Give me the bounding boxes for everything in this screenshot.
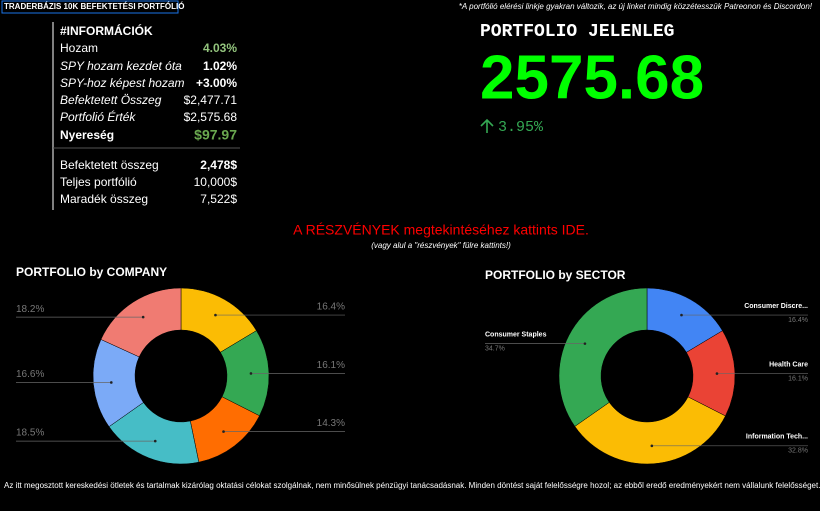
up-arrow	[480, 118, 494, 133]
slice-name: Health Care	[769, 361, 808, 368]
info-value: 2,478$	[200, 158, 237, 172]
leader-dot	[583, 342, 587, 345]
info-label: SPY hozam kezdet óta	[60, 59, 182, 73]
info-value: +3.00%	[196, 76, 237, 90]
slice-label: 18.5%	[16, 428, 44, 439]
slice-name: Information Tech...	[746, 434, 808, 441]
slice-label: 16.4%	[788, 317, 808, 324]
slice-label: 18.2%	[16, 304, 44, 315]
leader-dot	[222, 430, 225, 433]
leader-dot	[249, 372, 253, 375]
info-label: Nyereség	[60, 128, 114, 142]
info-value: $2,477.71	[184, 93, 238, 107]
slice-label: 34.7%	[485, 345, 505, 352]
selection-box	[1, 0, 179, 14]
note: *A portfólió elérési linkje gyakran vált…	[459, 2, 813, 11]
leader-dot	[153, 439, 157, 443]
slice-label: 32.8%	[788, 448, 808, 455]
stocks-link[interactable]: A RÉSZVÉNYEK megtekintéséhez kattints ID…	[293, 222, 589, 238]
info-value: 7,522$	[200, 192, 237, 206]
portfolio-title: PORTFOLIO JELENLEG	[480, 22, 674, 42]
donut-slice	[558, 287, 648, 427]
leader-dot	[141, 315, 145, 319]
leader-dot	[214, 313, 217, 317]
portfolio-change: 3.95%	[498, 119, 544, 136]
slice-label: 16.1%	[317, 360, 345, 371]
stocks-hint: (vagy alul a "részvények" fülre kattints…	[371, 241, 511, 250]
info-heading: #INFORMÁCIÓK	[60, 23, 153, 38]
slice-label: 16.6%	[16, 369, 44, 380]
slice-label: 16.1%	[788, 375, 808, 382]
slice-label: 14.3%	[317, 418, 345, 429]
leader-dot	[650, 444, 654, 448]
info-label: Maradék összeg	[60, 192, 148, 206]
slice-name: Consumer Staples	[485, 331, 547, 338]
slice-name: Consumer Discre...	[744, 303, 808, 310]
info-value: 4.03%	[203, 41, 237, 55]
leader-dot	[109, 381, 113, 384]
info-value: $97.97	[194, 127, 237, 143]
info-label: Befektetett összeg	[60, 158, 159, 172]
info-label: Teljes portfólió	[60, 175, 137, 189]
donut-slice	[574, 396, 726, 465]
info-value: 1.02%	[203, 59, 237, 73]
info-label: Befektetett Összeg	[60, 93, 162, 107]
disclaimer: Az itt megosztott kereskedési ötletek és…	[4, 481, 820, 490]
info-label: Hozam	[60, 41, 98, 55]
page-title: TRADERBÁZIS 10K BEFEKTETÉSI PORTFÓLIÓ	[4, 2, 184, 11]
info-label: Portfolió Érték	[60, 109, 136, 124]
portfolio-value: 2575.68	[480, 43, 704, 112]
donut-slice	[100, 287, 182, 358]
info-label: SPY-hoz képest hozam	[60, 76, 185, 90]
slice-label: 16.4%	[317, 302, 345, 313]
info-value: 10,000$	[194, 175, 238, 189]
chart-title: PORTFOLIO by COMPANY	[16, 265, 167, 279]
leader-dot	[715, 372, 719, 375]
leader-dot	[680, 313, 683, 317]
chart-title: PORTFOLIO by SECTOR	[485, 268, 626, 282]
info-value: $2,575.68	[184, 110, 238, 124]
